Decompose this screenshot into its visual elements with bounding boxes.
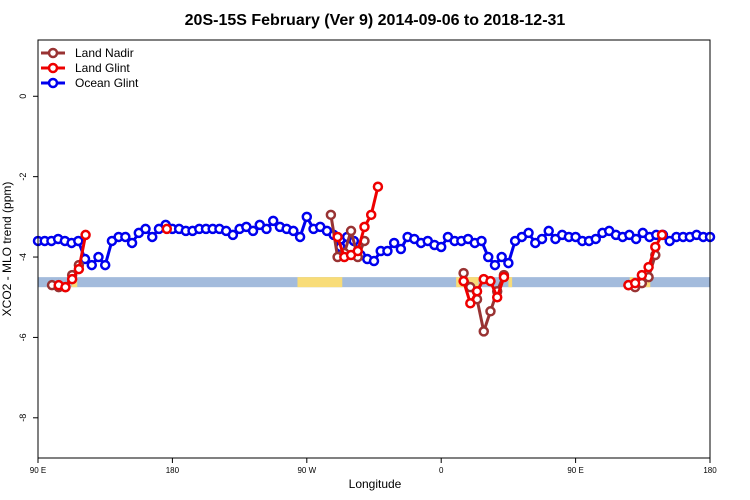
data-point-ocean-glint (368, 255, 380, 267)
band-land-segment (508, 277, 513, 288)
data-point-land-glint (485, 275, 496, 287)
data-point-ocean-glint (140, 223, 151, 235)
y-tick-label: -4 (18, 253, 28, 261)
x-axis-label: Longitude (349, 477, 402, 491)
legend-swatch-marker (47, 47, 59, 59)
data-point-ocean-glint (288, 225, 299, 237)
band-ocean (38, 277, 710, 288)
data-point-ocean-glint (261, 223, 272, 235)
legend-label: Land Nadir (75, 46, 134, 60)
data-point-ocean-glint (93, 251, 104, 263)
surface-type-band (38, 277, 710, 288)
data-point-ocean-glint (146, 231, 158, 243)
data-point-land-glint (332, 231, 343, 243)
legend-item-land-nadir: Land Nadir (41, 46, 134, 60)
x-tick-label: 90 E (567, 466, 583, 475)
data-point-ocean-glint (120, 231, 131, 243)
data-point-ocean-glint (630, 233, 642, 245)
data-point-land-glint (643, 261, 654, 273)
band-land-segment (297, 277, 343, 288)
legend-item-ocean-glint: Ocean Glint (41, 76, 139, 90)
x-tick-label: 180 (703, 466, 717, 475)
y-tick-label: -8 (18, 414, 28, 422)
series-ocean-glint (32, 211, 716, 271)
data-point-ocean-glint (476, 235, 487, 247)
data-point-ocean-glint (536, 233, 548, 245)
data-point-ocean-glint (126, 237, 138, 249)
data-point-land-glint (491, 291, 503, 303)
data-point-ocean-glint (482, 251, 494, 263)
data-point-land-glint (372, 181, 384, 192)
data-point-land-glint (650, 241, 661, 253)
data-point-land-glint (60, 281, 71, 293)
data-point-ocean-glint (543, 225, 554, 237)
data-point-land-nadir (325, 209, 337, 221)
data-point-land-glint (352, 245, 364, 257)
data-point-land-glint (458, 275, 469, 287)
legend-item-land-glint: Land Glint (41, 61, 130, 75)
data-point-land-nadir (345, 225, 357, 237)
y-tick-label: -2 (18, 173, 28, 181)
legend-label: Land Glint (75, 61, 130, 75)
data-point-land-glint (471, 285, 483, 297)
x-tick-label: 90 E (30, 466, 46, 475)
data-point-land-glint (66, 273, 78, 285)
legend-label: Ocean Glint (75, 76, 139, 90)
data-point-ocean-glint (86, 259, 98, 271)
data-point-ocean-glint (382, 245, 393, 257)
y-axis: 0 -2 -4 -6 -8 (18, 94, 38, 422)
data-point-ocean-glint (227, 229, 239, 241)
x-axis: 90 E 180 90 W 0 90 E 180 (30, 458, 717, 475)
data-point-land-glint (629, 277, 641, 289)
data-point-ocean-glint (435, 241, 447, 253)
data-point-ocean-glint (503, 257, 514, 269)
data-point-ocean-glint (496, 251, 507, 263)
data-point-ocean-glint (294, 231, 306, 243)
data-point-land-glint (498, 271, 510, 283)
y-tick-label: -6 (18, 333, 28, 341)
legend-swatch-marker (47, 62, 59, 74)
data-point-ocean-glint (523, 227, 534, 239)
y-axis-label: XCO2 - MLO trend (ppm) (0, 182, 14, 317)
data-point-ocean-glint (395, 243, 407, 255)
data-point-ocean-glint (301, 211, 313, 223)
data-point-land-glint (73, 263, 85, 275)
legend-swatch-marker (47, 77, 59, 89)
data-point-land-glint (365, 209, 377, 221)
data-point-land-glint (656, 229, 668, 241)
data-point-land-glint (636, 269, 648, 281)
chart-title: 20S-15S February (Ver 9) 2014-09-06 to 2… (185, 12, 566, 29)
x-tick-label: 180 (166, 466, 180, 475)
series-land-glint (53, 181, 668, 309)
y-tick-label: 0 (18, 94, 28, 99)
plot-frame (37, 39, 711, 459)
plot-area (32, 39, 716, 459)
data-point-land-nadir (485, 306, 496, 317)
data-point-land-nadir (478, 326, 490, 337)
data-point-land-glint (161, 223, 173, 235)
data-point-ocean-glint (388, 237, 400, 249)
data-point-ocean-glint (73, 235, 84, 247)
data-point-ocean-glint (247, 225, 259, 237)
x-tick-label: 0 (439, 466, 444, 475)
data-point-ocean-glint (99, 259, 111, 271)
data-point-ocean-glint (590, 233, 602, 245)
data-point-land-glint (465, 298, 476, 309)
data-point-land-glint (359, 221, 370, 233)
data-point-ocean-glint (489, 259, 501, 271)
x-tick-label: 90 W (297, 466, 316, 475)
series-layer (32, 181, 716, 337)
data-point-ocean-glint (267, 215, 279, 227)
data-point-land-glint (80, 229, 91, 241)
